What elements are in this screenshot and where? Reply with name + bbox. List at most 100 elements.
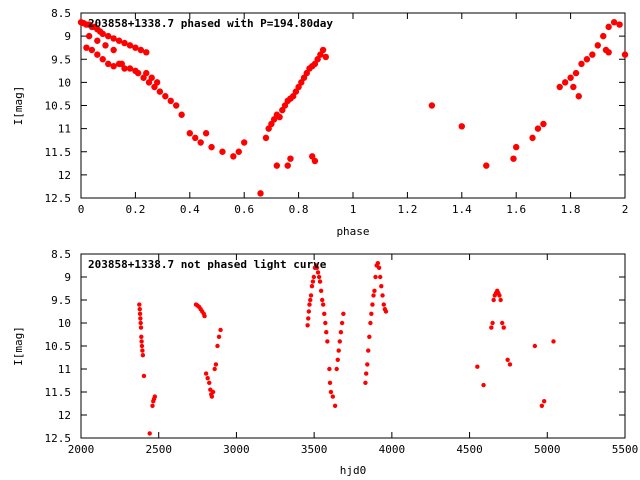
data-point <box>309 284 315 289</box>
data-point <box>150 403 155 408</box>
data-point <box>257 190 264 197</box>
data-point <box>218 327 223 333</box>
data-point <box>209 394 215 399</box>
y-tick-label: 10.5 <box>45 100 72 113</box>
data-point <box>298 79 305 86</box>
data-point <box>281 102 289 109</box>
phased-light-curve-panel: 0 0.2 0.4 0.6 0.8 1 1.2 1.4 1.6 1.8 2 8.5 9 9.5 10 10.5… <box>12 7 628 238</box>
data-point <box>383 309 389 314</box>
x-tick-label: 0.2 <box>125 203 145 216</box>
data-point <box>324 330 329 335</box>
data-point <box>310 279 316 284</box>
data-point <box>143 49 150 56</box>
x-tick-label: 5500 <box>612 443 639 456</box>
data-point <box>219 148 226 155</box>
data-point <box>203 371 209 376</box>
x-axis-label: phase <box>336 225 369 238</box>
data-point <box>216 334 222 339</box>
y-tick-label: 11.5 <box>45 146 72 159</box>
data-point <box>320 297 325 303</box>
data-point <box>594 42 601 49</box>
data-point <box>315 270 321 275</box>
data-point <box>364 371 369 376</box>
data-point <box>110 46 117 54</box>
data-point <box>167 97 174 105</box>
data-point <box>295 83 302 91</box>
data-point <box>110 35 117 42</box>
x-tick-label: 0.4 <box>180 203 200 216</box>
unphased-light-curve-panel: 2000 2500 3000 3500 4000 4500 5000 5500 8.5 9 9.5 1… <box>12 248 638 477</box>
x-tick-label: 3500 <box>301 443 328 456</box>
y-tick-label: 12.5 <box>45 432 72 445</box>
data-point <box>202 130 210 137</box>
x-tick-label: 0.8 <box>289 203 309 216</box>
y-tick-label: 9.5 <box>51 53 71 66</box>
data-point <box>88 46 96 54</box>
y-tick-label: 9 <box>64 30 71 43</box>
data-point <box>268 120 275 128</box>
data-point <box>202 313 207 319</box>
data-point <box>369 311 374 316</box>
data-point <box>540 120 547 128</box>
data-point <box>215 343 220 349</box>
data-point <box>541 399 547 404</box>
data-point <box>162 93 169 100</box>
data-point <box>316 274 322 280</box>
x-tick-label: 3000 <box>223 443 250 456</box>
data-point <box>314 265 320 270</box>
data-point <box>319 46 327 54</box>
data-point <box>500 320 505 326</box>
data-point <box>589 51 596 58</box>
data-point <box>132 44 139 51</box>
data-point <box>102 42 109 49</box>
y-tick-label: 11 <box>58 363 71 376</box>
data-point <box>371 293 376 298</box>
data-point <box>308 293 314 298</box>
data-point <box>118 60 126 68</box>
data-point <box>287 155 294 162</box>
data-point <box>121 65 128 72</box>
data-point <box>428 102 436 109</box>
data-point <box>378 274 383 280</box>
data-point <box>99 30 106 38</box>
data-point <box>270 116 278 123</box>
data-point <box>305 323 310 328</box>
data-point <box>572 69 580 77</box>
data-point <box>85 32 93 40</box>
y-tick-label: 10 <box>58 317 71 330</box>
y-tick-label: 8.5 <box>51 7 71 20</box>
data-point <box>375 261 381 266</box>
data-point <box>140 74 147 81</box>
data-point <box>115 37 123 44</box>
x-tick-label: 0 <box>78 203 85 216</box>
data-point <box>126 65 134 72</box>
data-point <box>328 389 334 395</box>
data-point <box>262 134 270 142</box>
data-point <box>212 366 217 372</box>
data-point <box>205 376 210 381</box>
data-point <box>373 274 378 280</box>
data-point <box>147 431 152 436</box>
data-point <box>141 373 147 379</box>
data-point <box>311 60 319 68</box>
data-point <box>372 288 377 293</box>
data-point <box>501 325 506 330</box>
data-point <box>265 125 272 132</box>
data-point <box>338 330 344 335</box>
data-point <box>138 325 144 330</box>
data-point <box>311 274 317 280</box>
data-point <box>330 394 335 399</box>
data-point <box>380 293 385 298</box>
data-point <box>309 153 316 160</box>
data-point <box>498 297 503 303</box>
data-point <box>140 348 145 353</box>
data-point <box>332 403 338 408</box>
data-point <box>156 88 164 95</box>
data-point <box>151 83 158 91</box>
data-point <box>336 348 341 353</box>
y-tick-label: 11 <box>58 123 71 136</box>
y-axis-label: I[mag] <box>12 326 25 366</box>
data-point <box>143 69 150 77</box>
data-point <box>230 153 237 160</box>
data-point <box>365 362 370 367</box>
